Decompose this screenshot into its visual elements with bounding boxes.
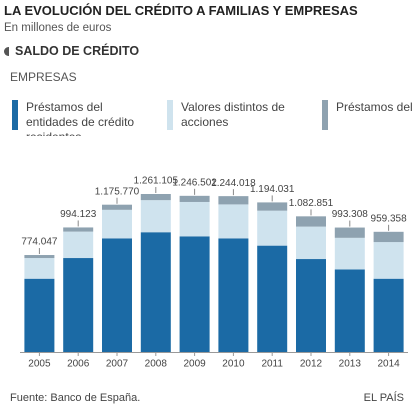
x-tick-label: 2010	[222, 359, 245, 370]
legend-swatch	[12, 100, 18, 130]
bar-segment	[102, 238, 132, 352]
bar-segment	[179, 195, 210, 202]
bar-segment	[334, 227, 365, 238]
total-label: 1.175.770	[95, 186, 140, 197]
total-label: 1.194.031	[250, 184, 295, 195]
legend-label: Préstamos del exterior	[336, 100, 414, 114]
section-label: SALDO DE CRÉDITO	[15, 44, 140, 58]
x-tick-label: 2011	[261, 359, 283, 370]
total-label: 993.308	[332, 209, 369, 220]
legend-swatch	[322, 100, 328, 130]
subtitle: En millones de euros	[4, 22, 112, 34]
bar-segment	[24, 255, 55, 259]
section-tab[interactable]: SALDO DE CRÉDITO	[4, 44, 139, 58]
legend-label: Valores distintos de acciones	[181, 100, 285, 129]
x-tick-label: 2009	[183, 359, 206, 370]
legend-item: Valores distintos de acciones	[167, 100, 313, 130]
bar-segment	[218, 196, 249, 205]
bar-segment	[296, 216, 326, 227]
section-icon	[4, 47, 9, 56]
x-tick-label: 2008	[145, 359, 168, 370]
bar-segment	[334, 237, 365, 270]
legend-swatch	[167, 100, 173, 130]
bar-segment	[140, 194, 171, 201]
bar-segment	[296, 226, 326, 260]
bar-segment	[373, 231, 404, 243]
bar-segment	[24, 258, 55, 279]
bar-segment	[140, 232, 171, 352]
total-label: 1.261.105	[134, 176, 179, 187]
bar-segment	[179, 236, 210, 352]
source: Fuente: Banco de España.	[10, 392, 141, 404]
bar-segment	[63, 231, 94, 259]
legend-label: Préstamos del entidades de crédito resid…	[26, 100, 135, 136]
x-tick-label: 2013	[339, 359, 362, 370]
legend: Préstamos del entidades de crédito resid…	[12, 100, 414, 136]
bar-segment	[218, 204, 249, 239]
bar-segment	[373, 242, 404, 279]
total-label: 1.246.502	[172, 177, 217, 188]
x-tick-label: 2012	[300, 359, 323, 370]
group-label: EMPRESAS	[10, 70, 77, 84]
bar-segment	[257, 245, 288, 352]
total-label: 774.047	[21, 237, 58, 248]
bar-segment	[179, 201, 210, 237]
legend-item: Préstamos del entidades de crédito resid…	[12, 100, 158, 136]
x-tick-label: 2007	[106, 359, 129, 370]
x-tick-label: 2006	[67, 359, 90, 370]
bar-segment	[334, 269, 365, 352]
bar-segment	[373, 278, 404, 352]
bar-segment	[102, 204, 132, 210]
brand: EL PAÍS	[363, 392, 404, 404]
bar-segment	[218, 238, 249, 352]
bar-segment	[24, 278, 55, 352]
x-tick-label: 2005	[28, 359, 51, 370]
bar-segment	[102, 209, 132, 239]
total-label: 1.244.018	[211, 178, 256, 189]
bar-segment	[257, 202, 288, 211]
legend-item: Préstamos del exterior	[322, 100, 414, 130]
total-label: 959.358	[371, 213, 408, 224]
bar-segment	[140, 200, 171, 233]
x-tick-label: 2014	[377, 359, 400, 370]
chart: 774.047 2005 994.123 2006 1.175.770 2007 1.261…	[20, 176, 408, 370]
total-label: 994.123	[60, 209, 97, 220]
bar-segment	[296, 259, 326, 352]
bar-segment	[257, 210, 288, 246]
bar-segment	[63, 227, 94, 232]
bar-segment	[63, 258, 94, 352]
total-label: 1.082.851	[289, 198, 334, 209]
title: LA EVOLUCIÓN DEL CRÉDITO A FAMILIAS Y EM…	[4, 3, 358, 18]
